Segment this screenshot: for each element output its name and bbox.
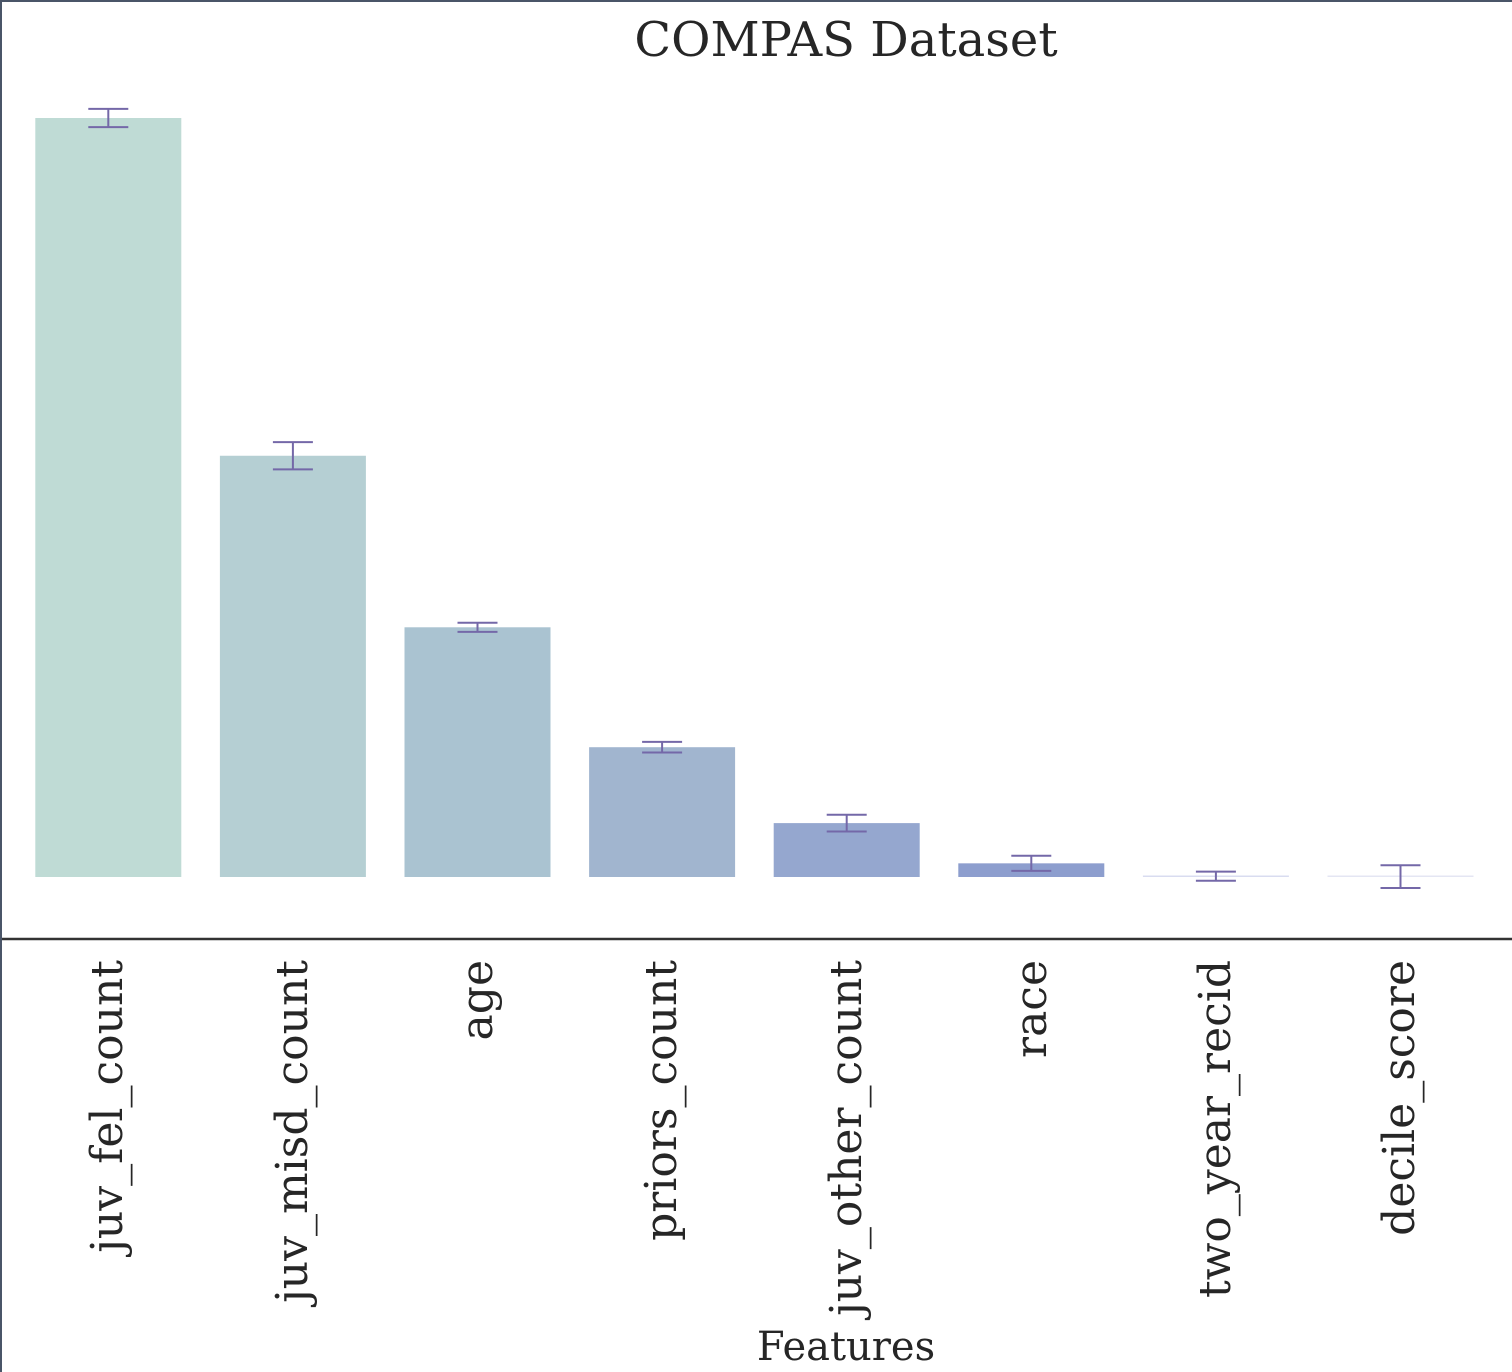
chart-title: COMPAS Dataset <box>634 12 1057 68</box>
bar-age <box>404 627 551 877</box>
error-bar-decile-score <box>1380 864 1421 890</box>
x-axis-label: Features <box>757 1324 935 1370</box>
tick-label-juv-fel-count: juv_fel_count <box>82 960 133 1258</box>
error-bar-juv-fel-count <box>88 107 129 129</box>
error-bar-two-year-recid <box>1195 870 1236 882</box>
bars-layer <box>35 118 1474 877</box>
tick-label-juv-other-count: juv_other_count <box>821 960 872 1321</box>
tick-label-priors-count: priors_count <box>636 960 687 1241</box>
tick-label-race: race <box>1006 960 1057 1058</box>
bar-juv-fel-count <box>35 118 182 877</box>
error-bar-juv-misd-count <box>272 441 313 471</box>
error-bars-layer <box>88 107 1421 890</box>
tick-label-juv-misd-count: juv_misd_count <box>267 960 318 1308</box>
error-bar-priors-count <box>642 740 683 754</box>
tick-label-age: age <box>452 960 503 1040</box>
error-bar-race <box>1011 854 1052 872</box>
tick-label-two-year-recid: two_year_recid <box>1190 960 1241 1298</box>
bar-juv-misd-count <box>219 455 366 877</box>
error-bar-age <box>457 621 498 633</box>
bar-priors-count <box>589 747 736 877</box>
tick-label-decile-score: decile_score <box>1374 960 1425 1236</box>
error-bar-juv-other-count <box>826 813 867 833</box>
tick-labels-layer: juv_fel_count juv_misd_count age priors_cou… <box>82 960 1425 1321</box>
